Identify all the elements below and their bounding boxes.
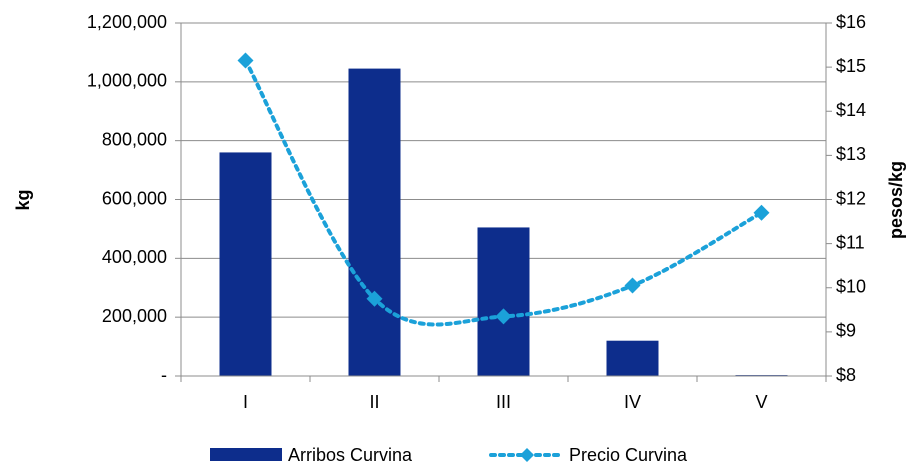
price-marker <box>753 204 770 221</box>
legend-swatch-bar <box>210 448 282 461</box>
left-tick-label: - <box>161 365 167 385</box>
right-tick-label: $11 <box>836 232 865 252</box>
right-tick-label: $12 <box>836 188 866 208</box>
left-tick-label: 1,200,000 <box>87 12 167 32</box>
x-tick-label: IV <box>624 392 641 412</box>
right-tick-label: $15 <box>836 56 866 76</box>
bar <box>477 227 530 376</box>
x-tick-label: I <box>243 392 248 412</box>
legend: Arribos Curvina Precio Curvina <box>210 445 688 465</box>
legend-label-line: Precio Curvina <box>569 445 688 465</box>
bar-series <box>219 68 788 377</box>
x-axis-ticks: I II III IV V <box>180 376 827 412</box>
x-tick-label: II <box>369 392 379 412</box>
legend-label-bar: Arribos Curvina <box>288 445 413 465</box>
right-axis-title: pesos/kg <box>886 161 906 239</box>
right-tick-label: $8 <box>836 365 856 385</box>
right-tick-label: $13 <box>836 144 866 164</box>
gridlines <box>181 22 826 318</box>
price-marker <box>237 52 254 69</box>
right-axis-ticks: $8 $9 $10 $11 $12 $13 $14 $15 $16 <box>826 12 866 385</box>
left-tick-label: 600,000 <box>102 188 167 208</box>
left-tick-label: 800,000 <box>102 129 167 149</box>
bar <box>348 68 401 377</box>
x-tick-label: V <box>755 392 767 412</box>
price-marker <box>624 277 641 294</box>
legend-diamond-marker <box>520 448 534 462</box>
left-tick-label: 1,000,000 <box>87 71 167 91</box>
right-tick-label: $16 <box>836 12 866 32</box>
right-tick-label: $9 <box>836 321 856 341</box>
price-marker <box>495 308 512 325</box>
bar <box>606 340 659 376</box>
line-series <box>237 52 770 327</box>
x-tick-label: III <box>496 392 511 412</box>
left-tick-label: 400,000 <box>102 247 167 267</box>
left-axis-title: kg <box>13 189 33 210</box>
left-tick-label: 200,000 <box>102 306 167 326</box>
left-axis-ticks: - 200,000 400,000 600,000 800,000 1,000,000 1,… <box>87 12 181 385</box>
price-marker <box>366 290 383 307</box>
right-tick-label: $10 <box>836 277 866 297</box>
bar <box>219 152 272 376</box>
right-tick-label: $14 <box>836 100 866 120</box>
price-line <box>243 58 764 327</box>
